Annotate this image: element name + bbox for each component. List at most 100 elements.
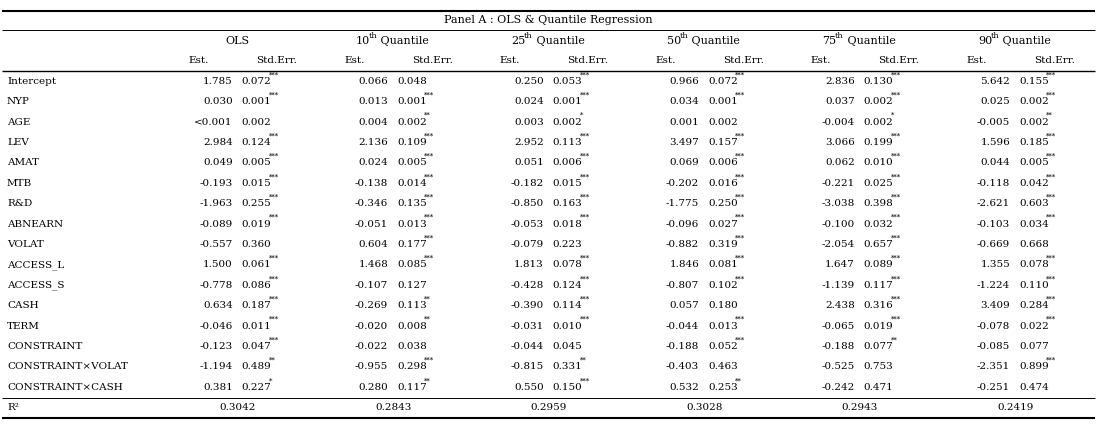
Text: Std.Err.: Std.Err. <box>567 57 608 66</box>
Text: -0.089: -0.089 <box>200 219 233 229</box>
Text: 0.135: 0.135 <box>397 199 427 208</box>
Text: 0.037: 0.037 <box>825 97 855 106</box>
Text: 0.013: 0.013 <box>397 219 427 229</box>
Text: **: ** <box>891 337 897 344</box>
Text: ***: *** <box>1047 194 1056 202</box>
Text: ***: *** <box>269 337 279 344</box>
Text: -0.778: -0.778 <box>200 281 233 290</box>
Text: ***: *** <box>891 153 901 161</box>
Text: 0.604: 0.604 <box>359 240 388 249</box>
Text: LEV: LEV <box>7 138 29 147</box>
Text: ***: *** <box>1047 357 1056 365</box>
Text: 0.155: 0.155 <box>1019 77 1049 86</box>
Text: 0.013: 0.013 <box>359 97 388 106</box>
Text: 0.113: 0.113 <box>397 301 427 310</box>
Text: 0.398: 0.398 <box>863 199 893 208</box>
Text: -0.251: -0.251 <box>977 383 1010 392</box>
Text: -0.807: -0.807 <box>666 281 699 290</box>
Text: Quantile: Quantile <box>533 35 585 46</box>
Text: 0.045: 0.045 <box>553 342 583 351</box>
Text: 0.089: 0.089 <box>863 260 893 270</box>
Text: 0.057: 0.057 <box>669 301 699 310</box>
Text: -2.621: -2.621 <box>977 199 1010 208</box>
Text: 0.319: 0.319 <box>709 240 738 249</box>
Text: 0.005: 0.005 <box>1019 159 1049 168</box>
Text: ***: *** <box>269 71 279 79</box>
Text: Intercept: Intercept <box>7 77 56 86</box>
Text: -0.046: -0.046 <box>200 322 233 330</box>
Text: 0.2843: 0.2843 <box>375 403 411 412</box>
Text: ***: *** <box>891 255 901 263</box>
Text: ***: *** <box>269 194 279 202</box>
Text: OLS: OLS <box>226 35 250 46</box>
Text: ***: *** <box>580 173 590 181</box>
Text: 0.102: 0.102 <box>709 281 738 290</box>
Text: -0.269: -0.269 <box>355 301 388 310</box>
Text: 0.078: 0.078 <box>1019 260 1049 270</box>
Text: 0.024: 0.024 <box>359 159 388 168</box>
Text: 0.550: 0.550 <box>514 383 544 392</box>
Text: 0.077: 0.077 <box>1019 342 1049 351</box>
Text: -0.085: -0.085 <box>977 342 1010 351</box>
Text: 0.2419: 0.2419 <box>997 403 1033 412</box>
Text: 0.255: 0.255 <box>241 199 271 208</box>
Text: -0.955: -0.955 <box>355 362 388 372</box>
Text: CONSTRAINT: CONSTRAINT <box>7 342 82 351</box>
Text: MTB: MTB <box>7 179 32 188</box>
Text: 0.002: 0.002 <box>863 118 893 127</box>
Text: ***: *** <box>425 92 434 100</box>
Text: NYP: NYP <box>7 97 30 106</box>
Text: -0.525: -0.525 <box>822 362 855 372</box>
Text: ***: *** <box>735 255 746 263</box>
Text: 1.500: 1.500 <box>203 260 233 270</box>
Text: 0.015: 0.015 <box>553 179 583 188</box>
Text: 0.113: 0.113 <box>553 138 583 147</box>
Text: 0.004: 0.004 <box>359 118 388 127</box>
Text: **: ** <box>269 357 275 365</box>
Text: ***: *** <box>1047 153 1056 161</box>
Text: CONSTRAINT×CASH: CONSTRAINT×CASH <box>7 383 123 392</box>
Text: -0.882: -0.882 <box>666 240 699 249</box>
Text: -0.188: -0.188 <box>666 342 699 351</box>
Text: 0.027: 0.027 <box>709 219 738 229</box>
Text: **: ** <box>425 316 431 324</box>
Text: ***: *** <box>735 316 746 324</box>
Text: 0.114: 0.114 <box>553 301 583 310</box>
Text: 0.966: 0.966 <box>669 77 699 86</box>
Text: 1.468: 1.468 <box>359 260 388 270</box>
Text: ***: *** <box>425 214 434 222</box>
Text: Quantile: Quantile <box>377 35 429 46</box>
Text: 0.072: 0.072 <box>241 77 271 86</box>
Text: 0.052: 0.052 <box>709 342 738 351</box>
Text: 3.497: 3.497 <box>669 138 699 147</box>
Text: th: th <box>835 32 844 40</box>
Text: AMAT: AMAT <box>7 159 39 168</box>
Text: 0.3042: 0.3042 <box>219 403 256 412</box>
Text: ***: *** <box>269 295 279 304</box>
Text: 0.253: 0.253 <box>709 383 738 392</box>
Text: -0.669: -0.669 <box>977 240 1010 249</box>
Text: Est.: Est. <box>655 57 676 66</box>
Text: 0.008: 0.008 <box>397 322 427 330</box>
Text: **: ** <box>580 357 587 365</box>
Text: 0.086: 0.086 <box>241 281 271 290</box>
Text: 0.044: 0.044 <box>981 159 1010 168</box>
Text: ***: *** <box>269 275 279 283</box>
Text: 0.185: 0.185 <box>1019 138 1049 147</box>
Text: ***: *** <box>735 275 746 283</box>
Text: ***: *** <box>1047 316 1056 324</box>
Text: ***: *** <box>580 71 590 79</box>
Text: 0.657: 0.657 <box>863 240 893 249</box>
Text: ***: *** <box>735 71 746 79</box>
Text: 0.025: 0.025 <box>981 97 1010 106</box>
Text: ***: *** <box>425 173 434 181</box>
Text: 0.471: 0.471 <box>863 383 893 392</box>
Text: -0.815: -0.815 <box>510 362 544 372</box>
Text: ***: *** <box>425 194 434 202</box>
Text: ***: *** <box>891 194 901 202</box>
Text: 75: 75 <box>823 35 837 46</box>
Text: -0.188: -0.188 <box>822 342 855 351</box>
Text: 0.061: 0.061 <box>241 260 271 270</box>
Text: 0.053: 0.053 <box>553 77 583 86</box>
Text: ***: *** <box>735 337 746 344</box>
